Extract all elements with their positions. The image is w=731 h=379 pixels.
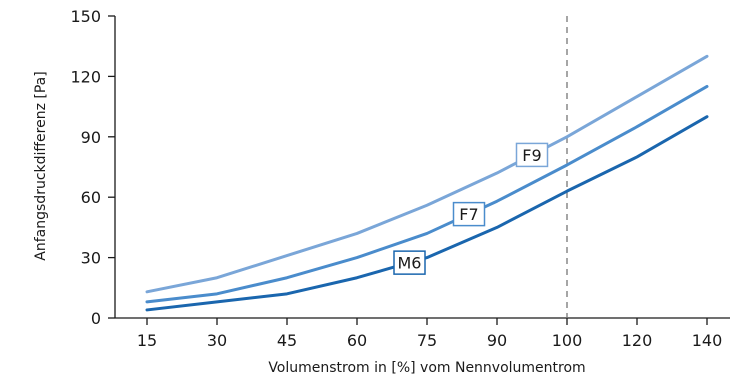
series-label-box [393,250,426,275]
x-tick-label: 75 [417,331,437,350]
series-labels: F9 F7 M6 [393,142,549,275]
y-tick-label: 150 [70,7,101,26]
x-tick-label: 140 [692,331,723,350]
x-tick-label: 90 [487,331,507,350]
y-tick-label: 120 [70,67,101,86]
series-group [145,54,709,312]
x-axis-title: Volumenstrom in [%] vom Nennvolumentrom [268,360,585,376]
series-label-f9: F9 [515,142,549,168]
series-label-text: F9 [522,146,541,165]
y-tick-label: 30 [81,249,101,268]
series-label-box [452,201,486,227]
series-line-f9 [145,54,709,294]
series-line-m6 [145,115,709,312]
y-tick-label: 0 [91,309,101,328]
y-tick-label: 90 [81,128,101,147]
x-tick-label: 15 [137,331,157,350]
y-axis-title: Anfangsdruckdifferenz [Pa] [33,71,49,260]
series-label-text: M6 [398,254,422,273]
x-tick-label: 45 [277,331,297,350]
x-tick-label: 100 [552,331,583,350]
series-line-f7 [145,84,709,304]
series-label-box [515,142,549,168]
series-label-m6: M6 [393,250,426,275]
x-tick-label: 120 [622,331,653,350]
y-tick-label: 60 [81,188,101,207]
axes: 0 30 60 90 120 150 15 30 45 60 75 90 100 120 140 [70,7,730,350]
series-label-text: F7 [459,205,478,224]
x-tick-label: 60 [347,331,367,350]
x-tick-label: 30 [207,331,227,350]
series-label-f7: F7 [452,201,486,227]
